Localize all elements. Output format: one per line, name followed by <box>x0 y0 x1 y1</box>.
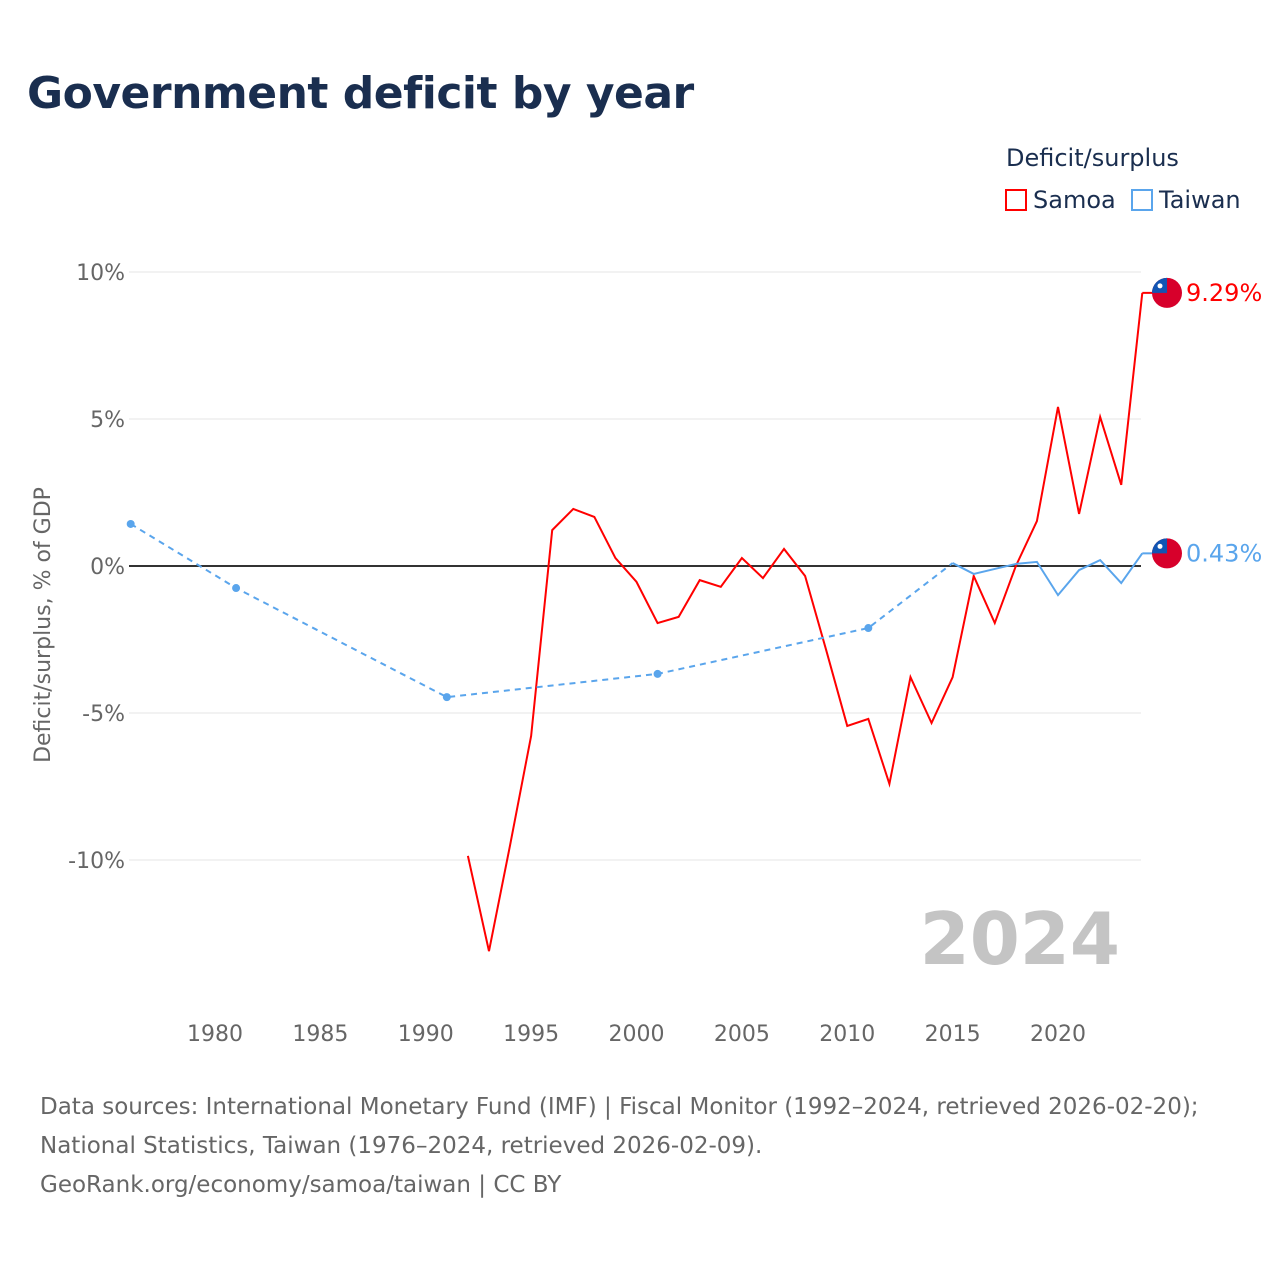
taiwan-line <box>952 552 1144 597</box>
x-tick-label: 2010 <box>819 1022 875 1047</box>
legend-label: Samoa <box>1033 186 1116 214</box>
y-tick-label: 0% <box>90 555 125 580</box>
x-tick-label: 1985 <box>292 1022 348 1047</box>
samoa-flag-icon <box>1152 277 1182 308</box>
y-tick-label: -10% <box>68 849 125 874</box>
footer-sources: Data sources: International Monetary Fun… <box>40 1094 1199 1120</box>
taiwan-line-dashed <box>130 523 954 699</box>
taiwan-point <box>442 693 451 702</box>
x-tick-label: 2015 <box>925 1022 981 1047</box>
x-tick-label: 2005 <box>714 1022 770 1047</box>
x-tick-label: 1980 <box>187 1022 243 1047</box>
chart-title: Government deficit by year <box>27 68 694 119</box>
x-tick-label: 2000 <box>609 1022 665 1047</box>
legend-title: Deficit/surplus <box>1006 144 1179 172</box>
samoa-end-label: 9.29% <box>1186 279 1262 307</box>
taiwan-point <box>864 624 873 633</box>
x-tick-label: 1990 <box>398 1022 454 1047</box>
x-tick-label: 2020 <box>1030 1022 1086 1047</box>
plot-area: 10% 5% 0% -5% -10% 1980 1985 1990 1995 2000 2005 20… <box>31 261 1262 1047</box>
taiwan-point <box>653 669 662 678</box>
y-tick-label: 5% <box>90 408 125 433</box>
flag-star <box>1157 543 1163 549</box>
legend-label: Taiwan <box>1159 186 1241 214</box>
footer-credit[interactable]: GeoRank.org/economy/samoa/taiwan | CC BY <box>40 1172 562 1198</box>
legend-item-samoa[interactable]: Samoa <box>1005 186 1116 214</box>
y-tick-label: -5% <box>82 702 125 727</box>
y-axis-label: Deficit/surplus, % of GDP <box>31 487 56 763</box>
taiwan-point <box>126 519 135 528</box>
legend-swatch-samoa <box>1005 189 1027 211</box>
legend-swatch-taiwan <box>1131 189 1153 211</box>
taiwan-point <box>232 584 241 593</box>
samoa-line <box>466 292 1144 952</box>
footer: Data sources: International Monetary Fun… <box>40 1088 1199 1205</box>
flag-star <box>1157 283 1163 289</box>
legend-item-taiwan[interactable]: Taiwan <box>1131 186 1241 214</box>
x-tick-label: 1995 <box>503 1022 559 1047</box>
footer-sources-2: National Statistics, Taiwan (1976–2024, … <box>40 1133 763 1159</box>
y-tick-label: 10% <box>76 261 125 286</box>
taiwan-end-label: 0.43% <box>1186 539 1262 567</box>
taiwan-flag-icon <box>1152 538 1182 569</box>
year-watermark: 2024 <box>920 897 1120 981</box>
